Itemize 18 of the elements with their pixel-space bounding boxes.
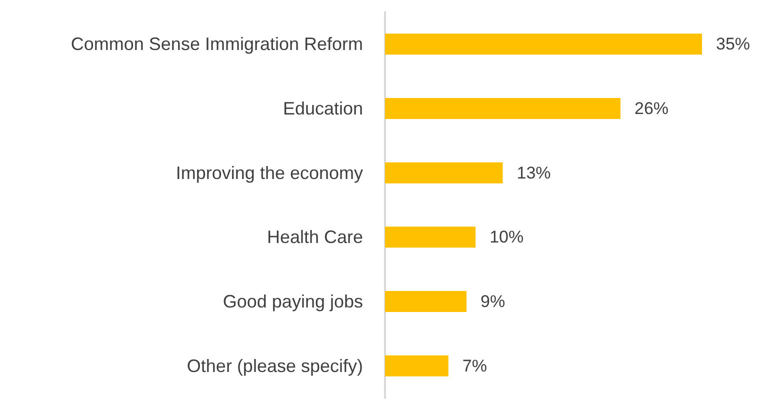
data-label: 7% [462, 356, 487, 376]
y-tick-label: Improving the economy [176, 162, 363, 183]
bar [385, 34, 702, 55]
bar [385, 162, 503, 184]
bar [385, 226, 476, 248]
bar [385, 98, 620, 119]
bar [385, 355, 448, 376]
y-tick-label: Common Sense Immigration Reform [70, 34, 363, 54]
y-tick-label: Other (please specify) [186, 356, 363, 376]
data-label: 9% [480, 292, 506, 311]
data-label: 26% [634, 99, 669, 118]
y-tick-label: Health Care [266, 227, 363, 248]
y-tick-label: Good paying jobs [222, 292, 363, 312]
data-label: 35% [716, 34, 750, 54]
data-label: 13% [516, 163, 551, 182]
bar [385, 291, 467, 312]
y-tick-label: Education [282, 98, 363, 118]
data-label: 10% [490, 228, 524, 247]
